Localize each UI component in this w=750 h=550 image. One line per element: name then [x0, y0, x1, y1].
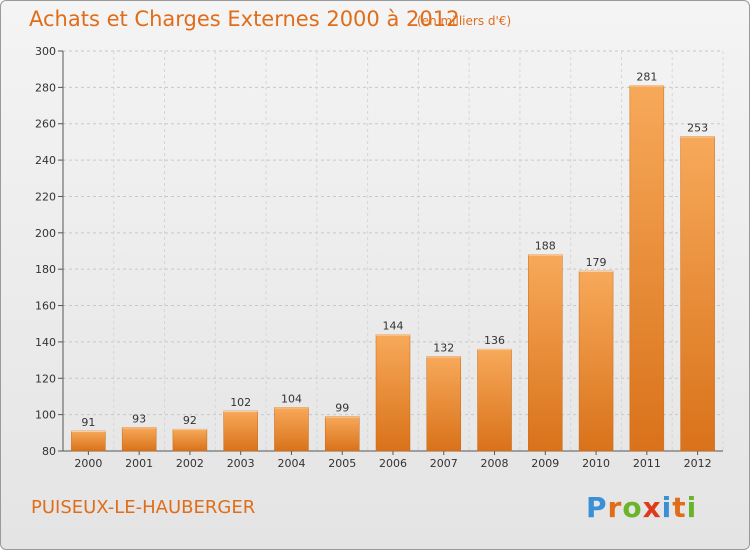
y-tick-label: 100	[35, 409, 56, 422]
x-tick-label: 2008	[481, 457, 509, 470]
x-tick-label: 2004	[277, 457, 305, 470]
bar-2006[interactable]	[375, 334, 411, 452]
bar-2008[interactable]	[477, 348, 512, 452]
x-tick-label: 2009	[531, 457, 559, 470]
x-tick-label: 2003	[227, 457, 255, 470]
value-label: 253	[687, 121, 708, 134]
bar-2004[interactable]	[274, 407, 309, 452]
x-tick-label: 2001	[125, 457, 153, 470]
bar-2001[interactable]	[121, 427, 157, 452]
bar-2012[interactable]	[680, 136, 715, 452]
x-tick-label: 2010	[582, 457, 610, 470]
logo-letter: r	[607, 491, 623, 524]
chart-title: Achats et Charges Externes 2000 à 2012	[29, 7, 460, 31]
x-tick-label: 2006	[379, 457, 407, 470]
bar-2002[interactable]	[172, 428, 208, 452]
bar-2003[interactable]	[223, 410, 258, 452]
value-label: 92	[183, 414, 197, 427]
x-tick-label: 2000	[74, 457, 102, 470]
logo-letter: P	[586, 491, 608, 524]
value-label: 91	[81, 416, 95, 429]
value-label: 132	[433, 341, 454, 354]
y-tick-label: 80	[42, 445, 56, 458]
proxiti-logo[interactable]: Proxiti	[586, 491, 697, 524]
value-label: 179	[586, 256, 607, 269]
commune-name: PUISEUX-LE-HAUBERGER	[31, 497, 256, 518]
bar-2010[interactable]	[578, 270, 614, 452]
x-tick-label: 2011	[633, 457, 661, 470]
x-tick-label: 2005	[328, 457, 356, 470]
value-label: 188	[535, 240, 556, 253]
logo-letter: x	[642, 491, 662, 524]
y-tick-label: 220	[35, 190, 56, 203]
logo-letter: i	[661, 491, 673, 524]
chart-subtitle: (en milliers d'€)	[417, 14, 512, 28]
bar-2000[interactable]	[71, 430, 106, 452]
y-tick-label: 240	[35, 154, 56, 167]
x-tick-label: 2012	[684, 457, 712, 470]
bar-2009[interactable]	[528, 254, 563, 452]
y-tick-label: 140	[35, 336, 56, 349]
x-tick-label: 2007	[430, 457, 458, 470]
y-tick-label: 180	[35, 263, 56, 276]
value-label: 144	[383, 320, 404, 333]
x-tick-label: 2002	[176, 457, 204, 470]
value-label: 104	[281, 392, 302, 405]
value-label: 93	[132, 412, 146, 425]
labels: 80 100 120 140 160 180 200 220 240 260 280 300 91 200…	[35, 45, 712, 470]
y-tick-label: 120	[35, 372, 56, 385]
y-tick-label: 280	[35, 81, 56, 94]
y-tick-label: 160	[35, 300, 56, 313]
logo-letter: i	[686, 491, 698, 524]
value-label: 102	[230, 396, 251, 409]
logo-letter: t	[672, 491, 687, 524]
y-tick-label: 260	[35, 118, 56, 131]
y-tick-label: 300	[35, 45, 56, 58]
logo-letter: o	[622, 491, 643, 524]
value-label: 136	[484, 334, 505, 347]
value-label: 281	[636, 71, 657, 84]
bars	[71, 85, 715, 452]
y-tick-label: 200	[35, 227, 56, 240]
value-label: 99	[335, 401, 349, 414]
bar-2005[interactable]	[324, 416, 360, 452]
bar-2007[interactable]	[426, 356, 462, 452]
bar-2011[interactable]	[629, 85, 665, 452]
